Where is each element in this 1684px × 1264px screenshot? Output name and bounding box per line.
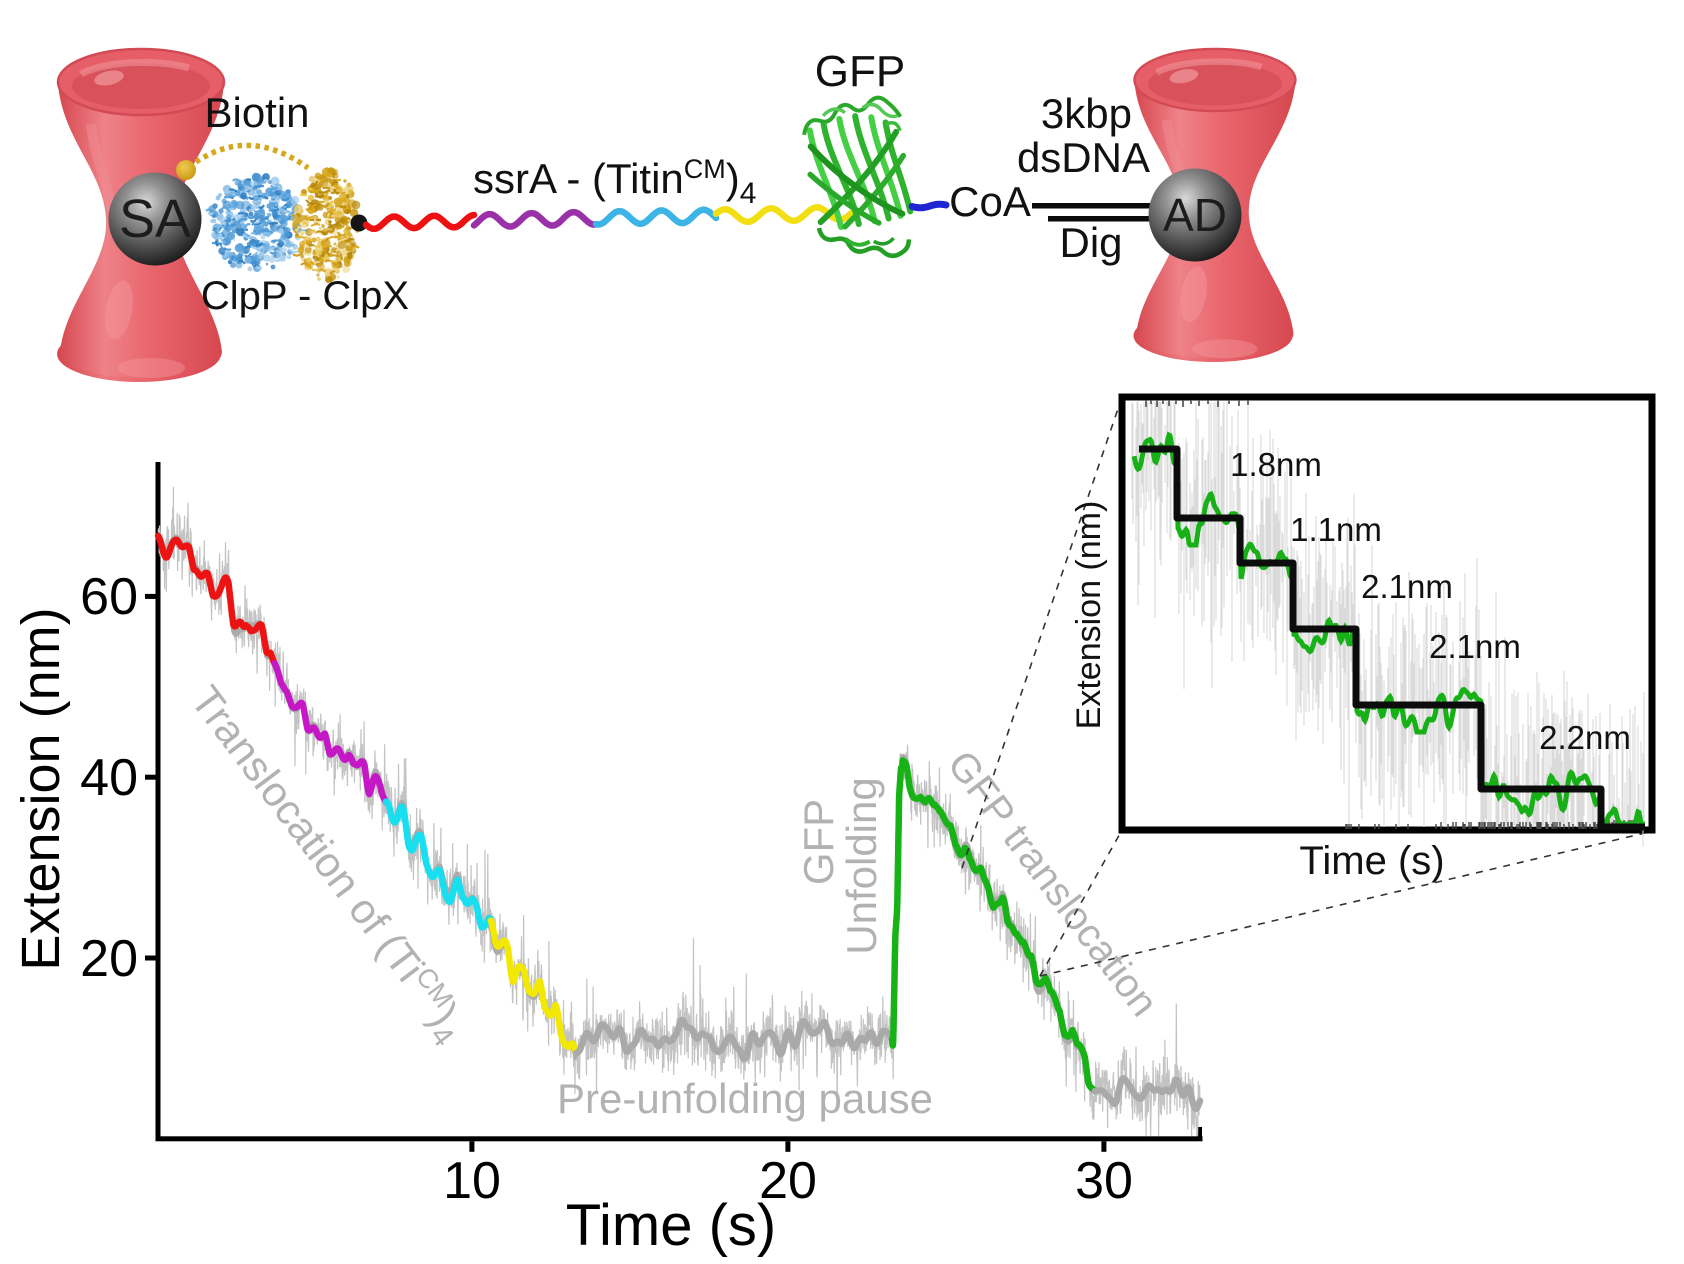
svg-text:Extension (nm): Extension (nm) (11, 607, 71, 970)
svg-text:Unfolding: Unfolding (838, 777, 885, 954)
svg-text:Time (s): Time (s) (566, 1193, 776, 1258)
svg-text:20: 20 (80, 930, 138, 988)
svg-text:Dig: Dig (1059, 219, 1122, 266)
svg-text:Biotin: Biotin (204, 89, 309, 136)
svg-text:10: 10 (443, 1152, 501, 1210)
svg-text:40: 40 (80, 749, 138, 807)
svg-text:Pre-unfolding pause: Pre-unfolding pause (557, 1075, 933, 1122)
svg-text:CoA: CoA (949, 178, 1031, 225)
svg-text:1.1nm: 1.1nm (1290, 511, 1382, 548)
svg-text:2.2nm: 2.2nm (1539, 719, 1631, 756)
svg-text:ssrA - (TitinCM)4: ssrA - (TitinCM)4 (473, 154, 756, 210)
svg-text:GFP: GFP (795, 799, 842, 885)
svg-text:Extension (nm): Extension (nm) (1070, 501, 1108, 730)
svg-text:30: 30 (1075, 1152, 1133, 1210)
svg-text:dsDNA: dsDNA (1017, 134, 1150, 181)
svg-text:2.1nm: 2.1nm (1361, 568, 1453, 605)
svg-text:60: 60 (80, 568, 138, 626)
svg-text:20: 20 (759, 1152, 817, 1210)
svg-text:SA: SA (119, 189, 191, 249)
svg-text:GFP: GFP (815, 47, 905, 96)
svg-text:2.1nm: 2.1nm (1429, 628, 1521, 665)
svg-text:Time (s): Time (s) (1299, 839, 1444, 883)
svg-text:1.8nm: 1.8nm (1230, 446, 1322, 483)
svg-text:AD: AD (1163, 189, 1227, 241)
svg-text:ClpP - ClpX: ClpP - ClpX (201, 274, 409, 318)
svg-text:3kbp: 3kbp (1041, 90, 1132, 137)
